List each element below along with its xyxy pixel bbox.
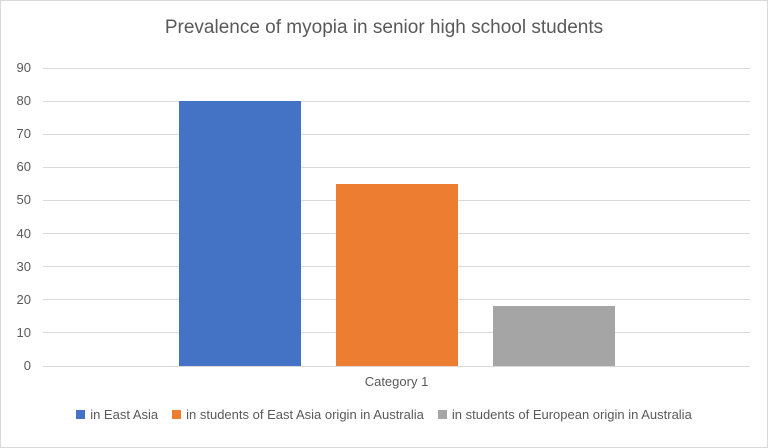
- y-tick-label: 10: [16, 324, 31, 340]
- bar-in-students-of-european-origin-in-australia: [492, 306, 615, 366]
- plot-area: [43, 67, 750, 367]
- y-tick-label: 70: [16, 126, 31, 142]
- bar-in-east-asia: [178, 101, 301, 366]
- legend-label: in East Asia: [90, 407, 159, 422]
- y-tick-label: 30: [16, 258, 31, 274]
- gridline: [43, 166, 750, 168]
- bar-in-students-of-east-asia-origin-in-australia: [335, 183, 458, 366]
- y-tick-label: 20: [16, 291, 31, 307]
- y-tick-label: 90: [16, 60, 31, 75]
- legend: in East Asia in students of East Asia ori…: [1, 407, 767, 422]
- gridline: [43, 67, 750, 69]
- gridline: [43, 100, 750, 102]
- legend-label: in students of East Asia origin in Austr…: [186, 407, 424, 422]
- legend-label: in students of European origin in Austra…: [451, 407, 692, 422]
- gridline: [43, 365, 750, 367]
- gridline: [43, 133, 750, 135]
- y-tick-label: 60: [16, 159, 31, 175]
- y-tick-label: 40: [16, 225, 31, 241]
- category-label: Category 1: [364, 374, 429, 389]
- legend-swatch: [437, 410, 447, 419]
- legend-item: in East Asia: [76, 407, 158, 422]
- legend-item: in students of East Asia origin in Austr…: [172, 407, 424, 422]
- legend-swatch: [76, 410, 86, 419]
- chart-title: Prevalence of myopia in senior high scho…: [164, 17, 604, 38]
- legend-item: in students of European origin in Austra…: [437, 407, 692, 422]
- y-tick-label: 0: [23, 358, 31, 373]
- y-tick-label: 80: [16, 93, 31, 109]
- y-tick-label: 50: [16, 192, 31, 208]
- legend-swatch: [172, 410, 182, 419]
- y-axis-labels: 0 10 20 30 40 50 60 70 80 90: [1, 1, 35, 447]
